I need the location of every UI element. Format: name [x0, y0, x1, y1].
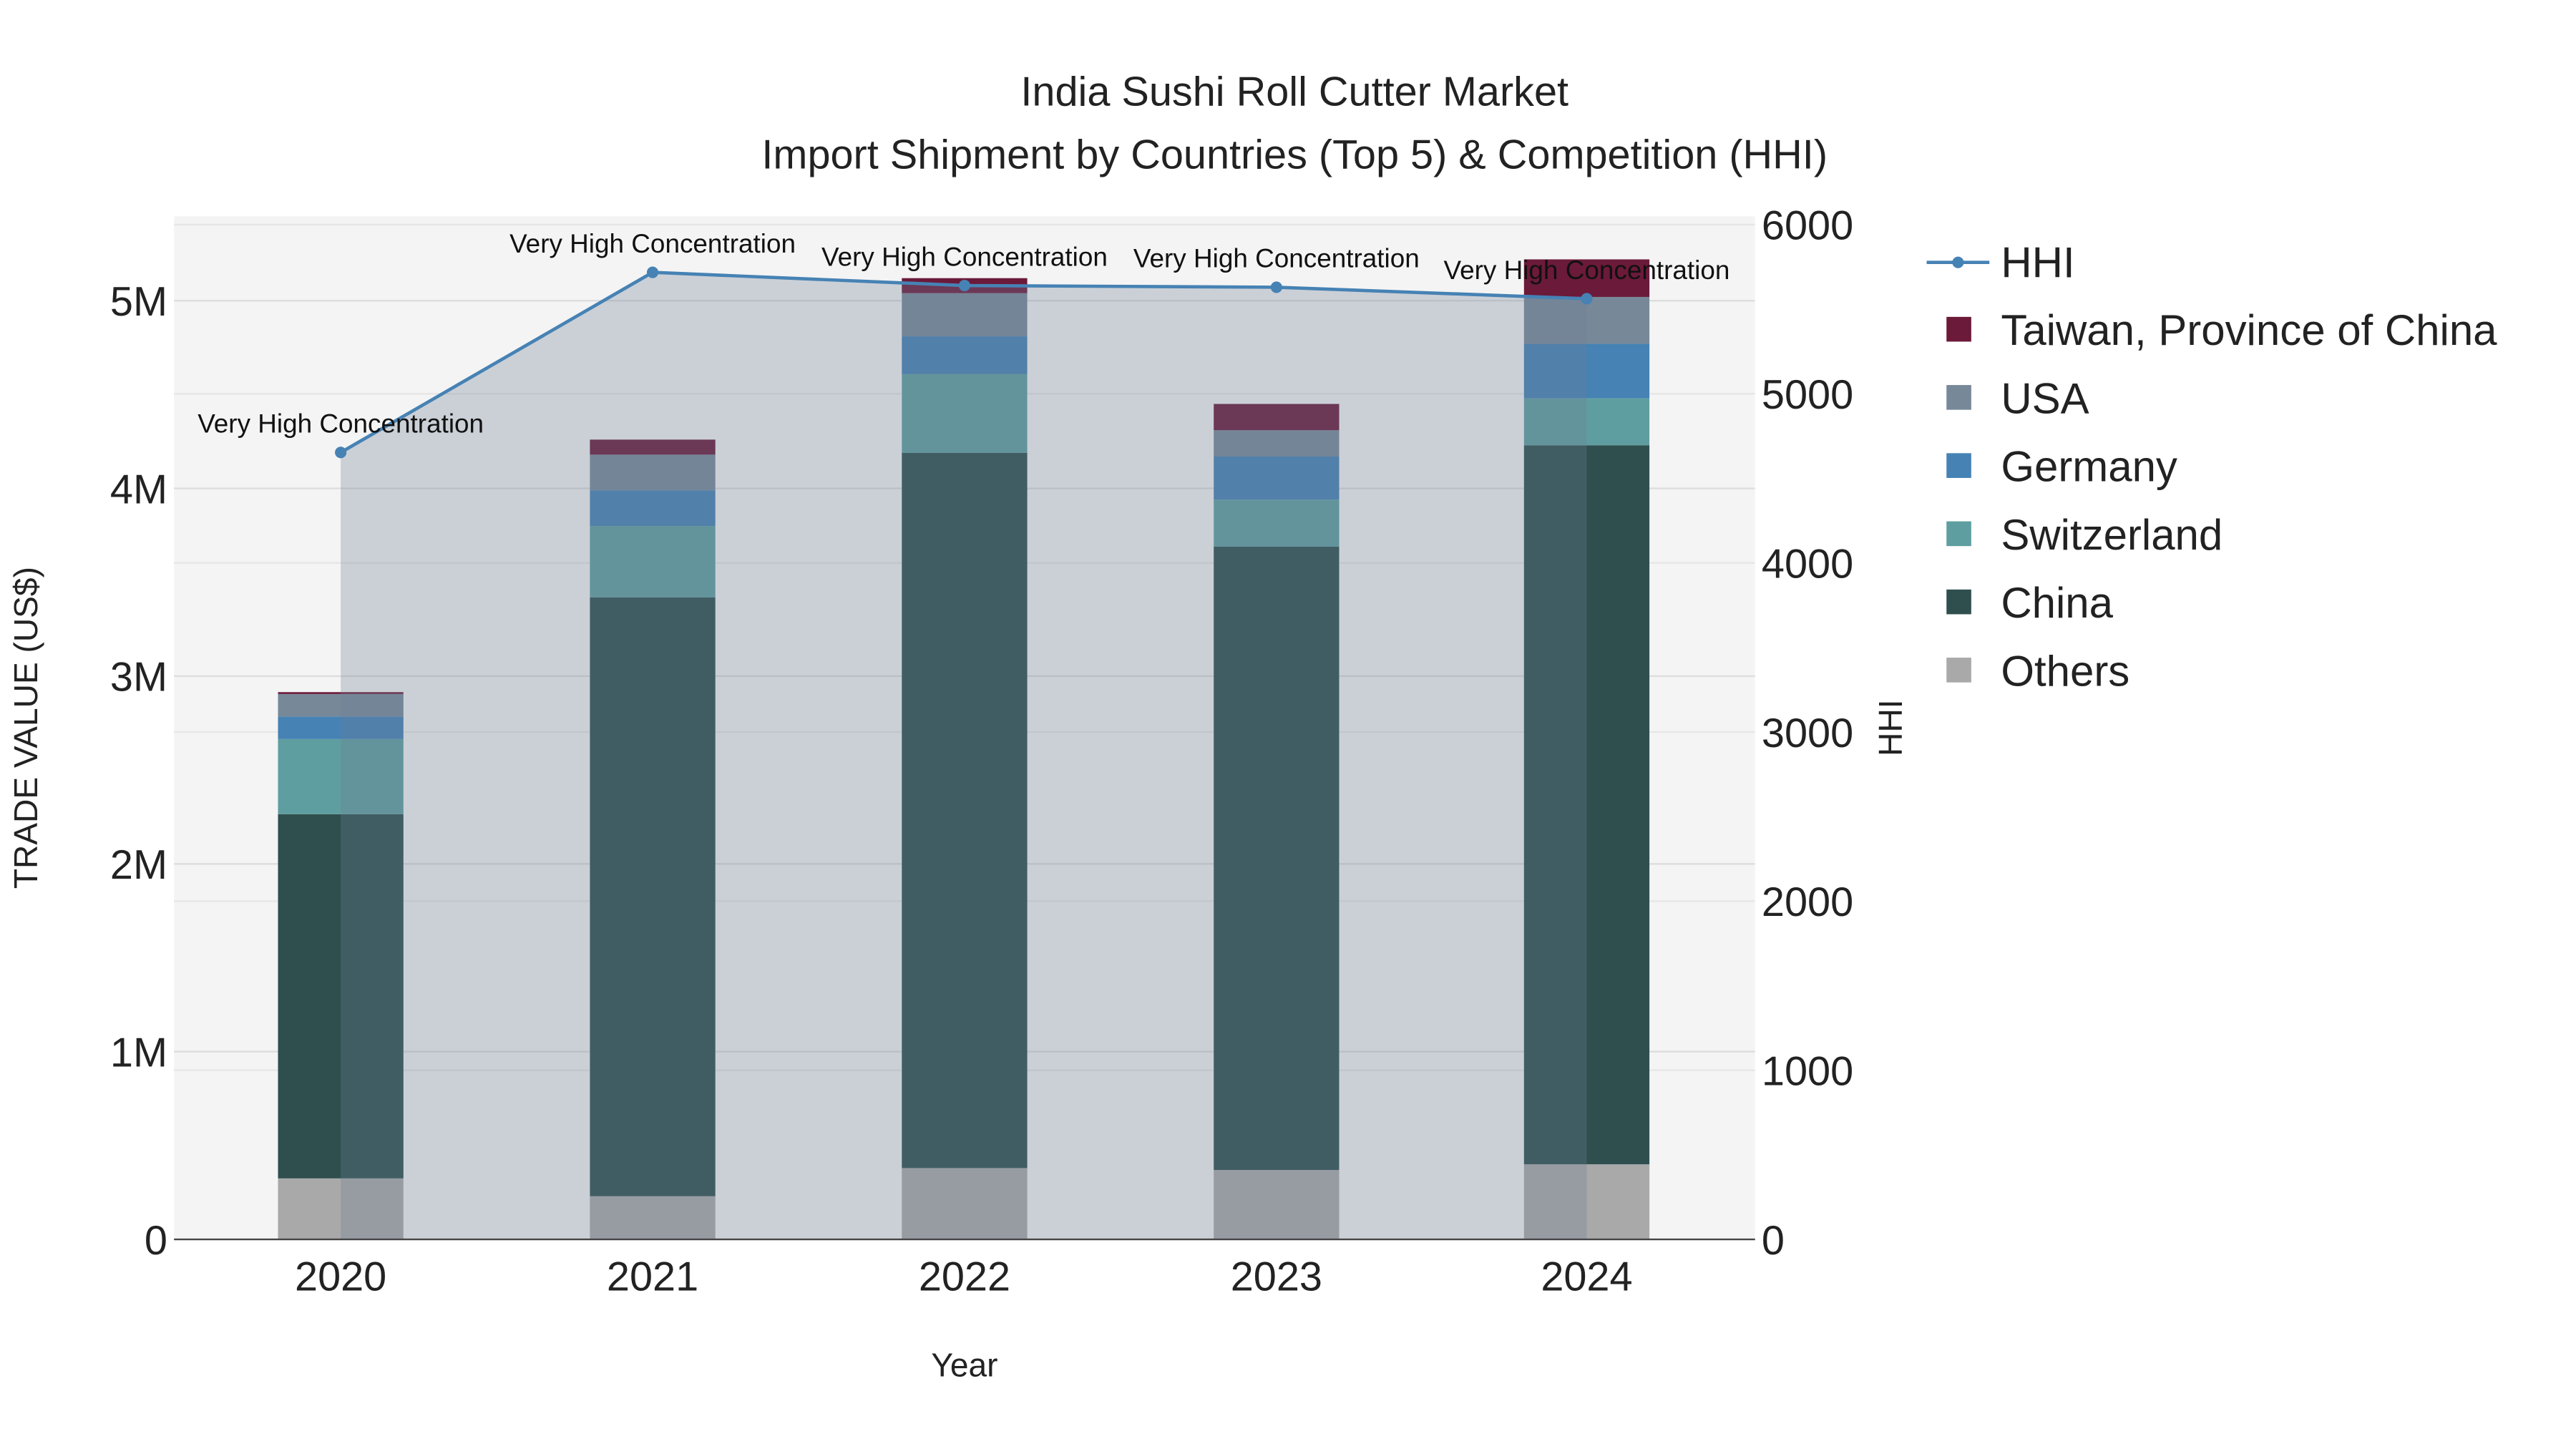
bar-germany-2024: [1523, 343, 1650, 399]
bar-usa-2024: [1523, 296, 1650, 344]
bar-usa-2021: [590, 454, 716, 491]
bar-china-2021: [590, 597, 716, 1196]
legend-label: China: [2001, 579, 2113, 627]
bar-switzerland-2020: [278, 738, 404, 814]
y2-tick-label: 1000: [1762, 1048, 1853, 1094]
hhi-point-2021: [646, 266, 659, 278]
bar-usa-2023: [1214, 430, 1340, 457]
bar-others-2023: [1214, 1170, 1340, 1240]
legend-swatch: [1946, 521, 1971, 547]
bar-others-2020: [278, 1178, 404, 1240]
legend-swatch: [1946, 658, 1971, 683]
legend-swatch: [1946, 453, 1971, 478]
legend-label: USA: [2001, 374, 2089, 422]
legend-swatch: [1946, 589, 1971, 615]
bar-china-2023: [1214, 546, 1340, 1171]
bar-china-2022: [902, 452, 1028, 1169]
legend-label: Others: [2001, 647, 2129, 695]
bar-germany-2020: [278, 716, 404, 739]
bar-switzerland-2021: [590, 526, 716, 597]
y-tick-label: 0: [145, 1218, 167, 1264]
hhi-area: [341, 272, 1587, 1240]
x-tick-label: 2021: [607, 1254, 698, 1300]
y2-axis-label: HHI: [1872, 699, 1909, 756]
bar-taiwan-province-of-china-2020: [278, 692, 404, 694]
y-tick-label: 2M: [110, 842, 167, 888]
x-tick-label: 2020: [295, 1254, 386, 1300]
bar-germany-2021: [590, 490, 716, 527]
hhi-point-2022: [958, 279, 971, 292]
legend-label: Switzerland: [2001, 511, 2223, 559]
bar-others-2021: [590, 1196, 716, 1240]
hhi-annotation: Very High Concentration: [197, 409, 484, 439]
bar-germany-2022: [902, 336, 1028, 374]
y-tick-label: 1M: [110, 1030, 167, 1075]
hhi-point-2023: [1270, 281, 1282, 293]
bar-switzerland-2023: [1214, 499, 1340, 547]
bar-china-2024: [1523, 445, 1650, 1165]
hhi-annotation: Very High Concentration: [1444, 255, 1730, 285]
bar-others-2024: [1523, 1164, 1650, 1240]
x-tick-label: 2022: [919, 1254, 1010, 1300]
hhi-annotation: Very High Concentration: [821, 242, 1108, 271]
bar-switzerland-2024: [1523, 398, 1650, 446]
y2-tick-label: 3000: [1762, 711, 1853, 756]
legend-hhi-label: HHI: [2001, 238, 2074, 286]
chart-title: India Sushi Roll Cutter Market: [1020, 69, 1568, 115]
bar-germany-2023: [1214, 456, 1340, 500]
legend-label: Germany: [2001, 443, 2177, 491]
x-tick-label: 2024: [1541, 1254, 1632, 1300]
hhi-point-2024: [1581, 293, 1593, 305]
legend-label: Taiwan, Province of China: [2001, 306, 2497, 354]
y2-tick-label: 6000: [1762, 203, 1853, 249]
legend-hhi-marker: [1952, 256, 1964, 268]
hhi-annotation: Very High Concentration: [1133, 244, 1420, 273]
bar-taiwan-province-of-china-2023: [1214, 404, 1340, 431]
y-tick-label: 3M: [110, 655, 167, 701]
hhi-annotation: Very High Concentration: [509, 229, 796, 258]
x-tick-label: 2023: [1231, 1254, 1322, 1300]
x-axis-label: Year: [931, 1347, 997, 1384]
y2-tick-label: 0: [1762, 1218, 1785, 1264]
y2-tick-label: 4000: [1762, 541, 1853, 587]
bar-usa-2022: [902, 293, 1028, 337]
legend-swatch: [1946, 316, 1971, 342]
y2-tick-label: 5000: [1762, 372, 1853, 418]
y-axis-label: TRADE VALUE (US$): [7, 567, 44, 889]
chart-subtitle: Import Shipment by Countries (Top 5) & C…: [761, 132, 1828, 177]
hhi-point-2020: [335, 447, 347, 459]
bar-china-2020: [278, 814, 404, 1179]
legend-swatch: [1946, 385, 1971, 410]
bar-others-2022: [902, 1168, 1028, 1240]
y-tick-label: 5M: [110, 279, 167, 325]
bar-taiwan-province-of-china-2021: [590, 439, 716, 455]
bar-taiwan-province-of-china-2024: [1523, 259, 1650, 297]
y-tick-label: 4M: [110, 467, 167, 512]
bar-switzerland-2022: [902, 374, 1028, 453]
bar-usa-2020: [278, 693, 404, 717]
y2-tick-label: 2000: [1762, 879, 1853, 925]
